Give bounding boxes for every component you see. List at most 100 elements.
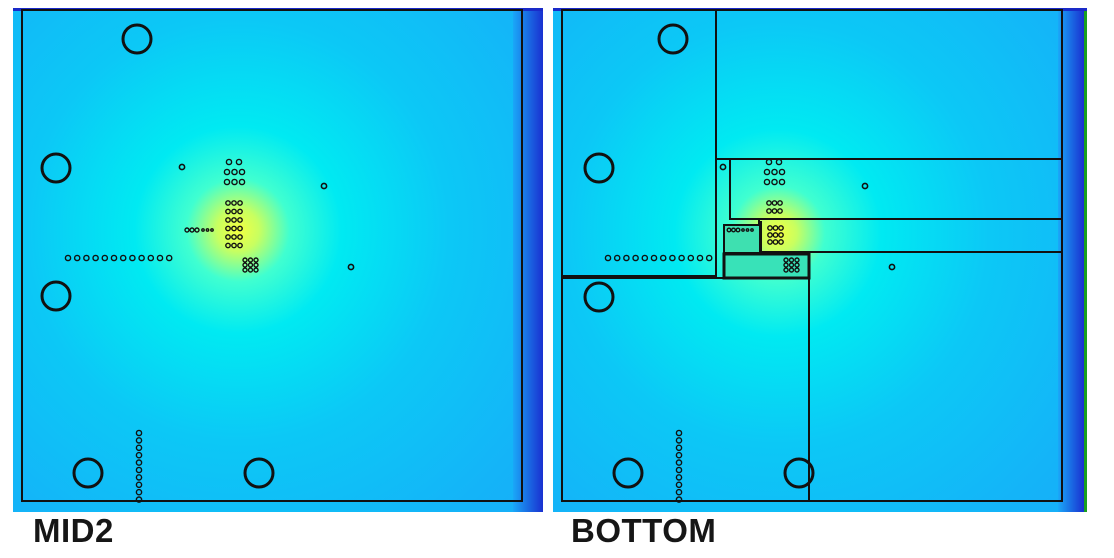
via [231, 208, 237, 215]
via [225, 200, 231, 206]
via [772, 239, 779, 245]
via [783, 262, 789, 268]
via [763, 178, 771, 186]
via [205, 228, 210, 232]
via [778, 232, 784, 238]
via [766, 208, 772, 214]
via [675, 437, 683, 444]
via [767, 232, 773, 238]
via [675, 488, 683, 496]
via [705, 254, 713, 262]
via [794, 257, 800, 263]
via [201, 228, 205, 232]
via [147, 254, 155, 262]
via [730, 227, 736, 233]
via [632, 254, 639, 262]
via [231, 178, 238, 186]
via [156, 254, 164, 262]
via [788, 262, 795, 268]
via [794, 267, 800, 273]
via [675, 459, 683, 466]
via [741, 228, 745, 232]
via [613, 254, 621, 262]
via [669, 254, 676, 262]
via [678, 254, 685, 262]
via [788, 267, 795, 273]
via [347, 263, 355, 271]
via [726, 227, 732, 233]
bottom-right-green-strip [1084, 8, 1087, 512]
via [242, 262, 248, 268]
mounting-hole [657, 23, 689, 55]
mounting-hole [612, 457, 644, 489]
via [225, 234, 231, 240]
via [778, 225, 784, 231]
pour-divider [760, 221, 762, 255]
via [135, 466, 143, 474]
via [231, 242, 237, 249]
via [783, 267, 789, 273]
via [763, 168, 771, 176]
via [231, 200, 237, 206]
mid2-thermal-map [13, 8, 543, 512]
mounting-hole [783, 457, 815, 489]
via [777, 208, 783, 214]
mounting-hole [72, 457, 104, 489]
via [641, 254, 649, 262]
via [83, 254, 90, 262]
via [771, 178, 778, 186]
via [73, 254, 81, 262]
via [767, 239, 773, 245]
via [659, 254, 667, 262]
via [225, 217, 231, 223]
via [237, 208, 243, 215]
via [745, 228, 750, 232]
mid2-heat-field [13, 8, 543, 512]
via [719, 163, 727, 171]
via [184, 227, 190, 233]
via [92, 254, 99, 262]
via [623, 254, 630, 262]
via [247, 262, 254, 268]
mid2-features [40, 23, 355, 503]
via [242, 267, 248, 273]
via [135, 459, 143, 466]
via [783, 257, 789, 263]
via [135, 488, 143, 496]
mounting-hole [583, 152, 615, 184]
via [225, 158, 233, 166]
via [210, 228, 214, 232]
via [135, 444, 143, 452]
via [750, 228, 754, 232]
via [231, 217, 237, 223]
via [604, 254, 612, 262]
via [650, 254, 658, 262]
via [101, 254, 109, 262]
via [767, 225, 773, 231]
bottom-heat-field [553, 8, 1087, 512]
mounting-hole [40, 280, 72, 312]
mounting-hole [121, 23, 153, 55]
via [861, 182, 869, 190]
via [675, 481, 683, 489]
via [765, 158, 773, 166]
via [178, 163, 186, 171]
via [135, 496, 143, 503]
via [225, 242, 231, 249]
via [735, 227, 741, 233]
via [225, 225, 231, 232]
via [675, 466, 683, 474]
via [778, 239, 784, 245]
via [231, 234, 237, 240]
via [135, 474, 143, 481]
via [223, 178, 231, 186]
via [771, 168, 778, 176]
via [235, 158, 243, 166]
via [237, 217, 243, 223]
via [238, 178, 246, 186]
via [237, 200, 243, 206]
via [675, 429, 683, 437]
mounting-hole [583, 281, 615, 313]
bottom-features [583, 23, 896, 503]
via [771, 208, 778, 214]
